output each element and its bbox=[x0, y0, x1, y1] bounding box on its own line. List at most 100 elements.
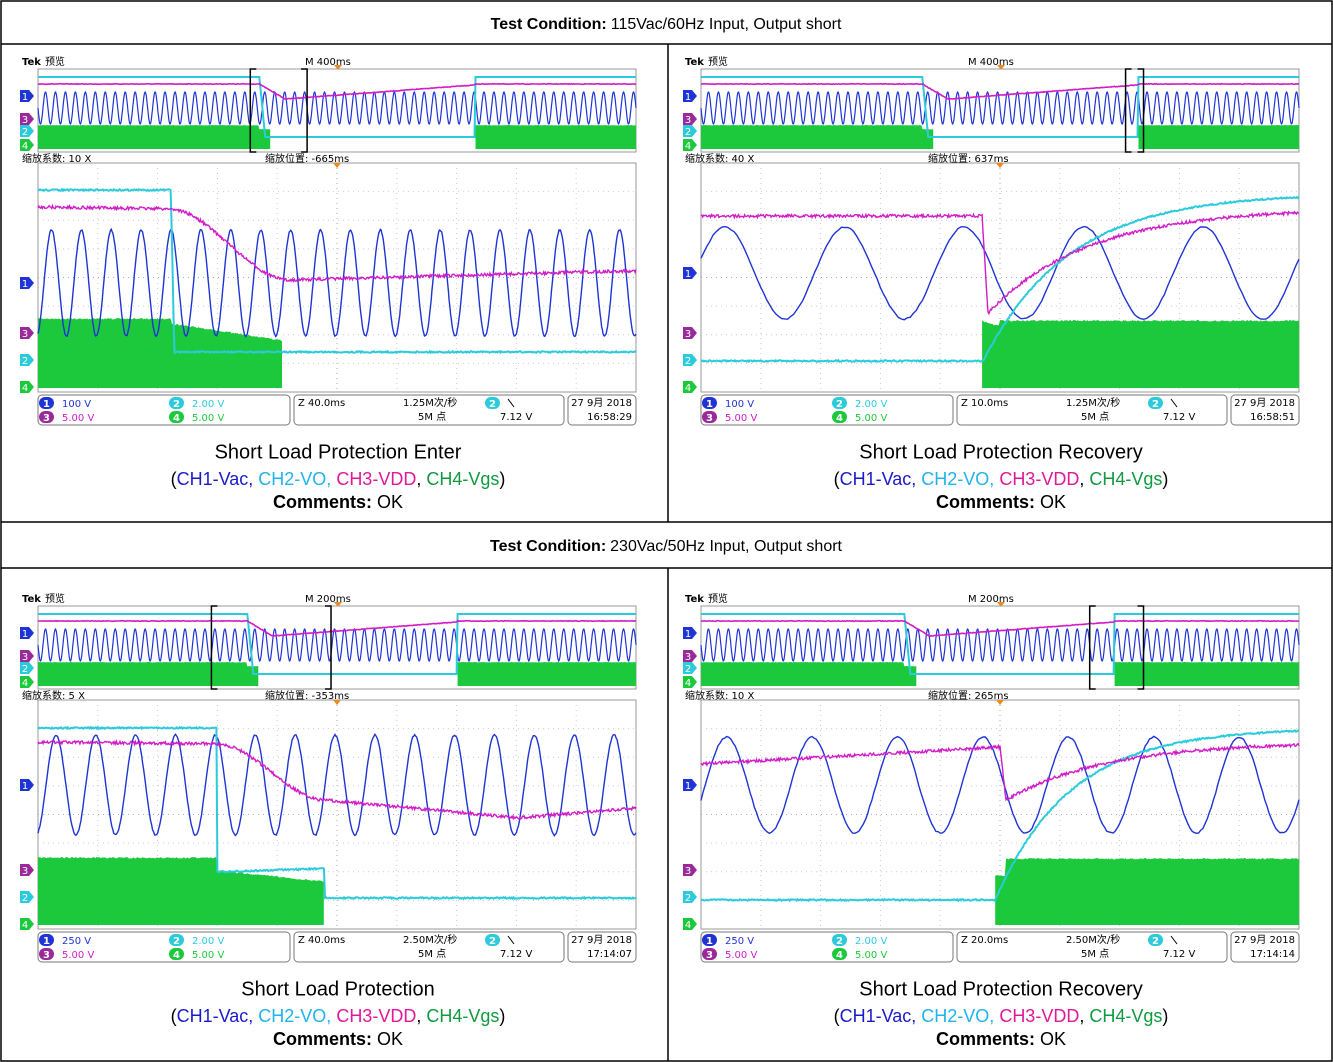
channel-marker-label: 3 bbox=[22, 115, 28, 126]
channel-marker-label: 1 bbox=[22, 279, 28, 290]
channel-scale: 2.00 V bbox=[192, 936, 224, 947]
scope-brand: Tek bbox=[685, 57, 704, 68]
channel-marker-label: 2 bbox=[685, 127, 691, 138]
legend-entry: CH1-Vac, bbox=[177, 1006, 254, 1026]
scope-mode: 预览 bbox=[45, 592, 65, 605]
channel-scale: 250 V bbox=[725, 936, 754, 947]
zoom-time: Z 20.0ms bbox=[961, 935, 1008, 946]
channel-badge-label: 1 bbox=[706, 936, 713, 947]
legend-entry: ) bbox=[1162, 469, 1168, 489]
legend-entry: CH1-Vac, bbox=[177, 469, 254, 489]
channel-marker-label: 3 bbox=[685, 866, 691, 877]
channel-marker-label: 2 bbox=[685, 356, 691, 367]
channel-badge-label: 3 bbox=[706, 413, 713, 424]
legend-entry: CH3-VDD bbox=[331, 469, 416, 489]
comments-text: OK bbox=[1040, 1029, 1066, 1049]
trigger-level: 7.12 V bbox=[1163, 412, 1195, 423]
channel-scale: 5.00 V bbox=[62, 413, 94, 424]
channel-marker-label: 4 bbox=[685, 383, 691, 394]
legend-entry: CH1-Vac, bbox=[840, 469, 917, 489]
capture-title: Short Load Protection Recovery bbox=[859, 441, 1143, 463]
channel-marker-label: 4 bbox=[22, 383, 28, 394]
channel-marker-label: 1 bbox=[685, 269, 691, 280]
capture-title: Short Load Protection Enter bbox=[215, 441, 462, 463]
channel-scale: 5.00 V bbox=[192, 950, 224, 961]
scope-timebase: M 400ms bbox=[968, 57, 1014, 68]
capture-legend: (CH1-Vac, CH2-VO, CH3-VDD, CH4-Vgs) bbox=[171, 469, 506, 489]
channel-badge-label: 2 bbox=[1152, 936, 1159, 947]
channel-scale: 2.00 V bbox=[192, 399, 224, 410]
zoom-time: Z 10.0ms bbox=[961, 398, 1008, 409]
trigger-level: 7.12 V bbox=[500, 412, 532, 423]
channel-badge-label: 2 bbox=[489, 399, 496, 410]
capture-legend: (CH1-Vac, CH2-VO, CH3-VDD, CH4-Vgs) bbox=[834, 1006, 1169, 1026]
test-condition: Test Condition:115Vac/60Hz Input, Output… bbox=[491, 16, 842, 33]
legend-entry: CH4-Vgs bbox=[426, 469, 499, 489]
document: Test Condition: 115Vac/60Hz Input, Output… bbox=[0, 0, 1333, 1062]
capture-legend: (CH1-Vac, CH2-VO, CH3-VDD, CH4-Vgs) bbox=[171, 1006, 506, 1026]
channel-marker-label: 1 bbox=[685, 92, 691, 103]
channel-marker-label: 4 bbox=[22, 920, 28, 931]
capture-time: 16:58:51 bbox=[1250, 412, 1295, 423]
sample-rate: 2.50M次/秒 bbox=[403, 933, 457, 946]
channel-scale: 100 V bbox=[725, 399, 754, 410]
legend-entry: , bbox=[416, 469, 426, 489]
capture-time: 16:58:29 bbox=[587, 412, 632, 423]
channel-badge-label: 2 bbox=[836, 936, 843, 947]
legend-entry: CH4-Vgs bbox=[1089, 469, 1162, 489]
channel-scale: 5.00 V bbox=[855, 413, 887, 424]
channel-marker-label: 4 bbox=[685, 920, 691, 931]
channel-badge-label: 2 bbox=[173, 936, 180, 947]
scope-brand: Tek bbox=[685, 594, 704, 605]
channel-scale: 5.00 V bbox=[192, 413, 224, 424]
channel-marker-label: 3 bbox=[685, 329, 691, 340]
channel-badge-label: 1 bbox=[706, 399, 713, 410]
scope-timebase: M 200ms bbox=[305, 594, 351, 605]
legend-entry: ) bbox=[499, 1006, 505, 1026]
channel-marker-label: 4 bbox=[22, 141, 28, 152]
channel-marker-label: 3 bbox=[685, 115, 691, 126]
capture-comments: Comments:OK bbox=[273, 1029, 403, 1049]
comments-label: Comments: bbox=[936, 1029, 1035, 1049]
capture-date: 27 9月 2018 bbox=[1234, 934, 1295, 946]
capture-legend: (CH1-Vac, CH2-VO, CH3-VDD, CH4-Vgs) bbox=[834, 469, 1169, 489]
test-condition: Test Condition:230Vac/50Hz Input, Output… bbox=[490, 538, 843, 555]
trigger-level: 7.12 V bbox=[1163, 949, 1195, 960]
vgs-trace bbox=[982, 320, 1299, 388]
channel-marker-label: 4 bbox=[22, 678, 28, 689]
channel-marker-label: 1 bbox=[22, 629, 28, 640]
channel-badge-label: 1 bbox=[43, 399, 50, 410]
channel-marker-label: 2 bbox=[685, 664, 691, 675]
test-condition-label: Test Condition: bbox=[490, 538, 606, 555]
scope-brand: Tek bbox=[22, 57, 41, 68]
vgs-trace bbox=[995, 858, 1299, 925]
channel-scale: 2.00 V bbox=[855, 936, 887, 947]
legend-entry: CH4-Vgs bbox=[426, 1006, 499, 1026]
page: Test Condition: 115Vac/60Hz Input, Output… bbox=[0, 0, 1333, 1062]
test-condition-text: 115Vac/60Hz Input, Output short bbox=[611, 16, 842, 33]
legend-entry: CH3-VDD bbox=[994, 469, 1079, 489]
legend-entry: CH3-VDD bbox=[331, 1006, 416, 1026]
comments-text: OK bbox=[377, 1029, 403, 1049]
scope-timebase: M 400ms bbox=[305, 57, 351, 68]
channel-marker-label: 3 bbox=[22, 866, 28, 877]
capture-time: 17:14:14 bbox=[1250, 949, 1295, 960]
channel-scale: 2.00 V bbox=[855, 399, 887, 410]
channel-scale: 5.00 V bbox=[725, 950, 757, 961]
legend-entry: CH1-Vac, bbox=[840, 1006, 917, 1026]
channel-marker-label: 1 bbox=[22, 781, 28, 792]
channel-badge-label: 1 bbox=[43, 936, 50, 947]
legend-entry: , bbox=[1079, 469, 1089, 489]
capture-comments: Comments:OK bbox=[936, 492, 1066, 512]
channel-scale: 250 V bbox=[62, 936, 91, 947]
comments-label: Comments: bbox=[273, 492, 372, 512]
channel-marker-label: 2 bbox=[685, 893, 691, 904]
capture-date: 27 9月 2018 bbox=[571, 397, 632, 409]
scope-brand: Tek bbox=[22, 594, 41, 605]
legend-entry: , bbox=[416, 1006, 426, 1026]
channel-badge-label: 2 bbox=[836, 399, 843, 410]
channel-badge-label: 2 bbox=[1152, 399, 1159, 410]
channel-scale: 100 V bbox=[62, 399, 91, 410]
channel-scale: 5.00 V bbox=[855, 950, 887, 961]
channel-marker-label: 3 bbox=[22, 652, 28, 663]
